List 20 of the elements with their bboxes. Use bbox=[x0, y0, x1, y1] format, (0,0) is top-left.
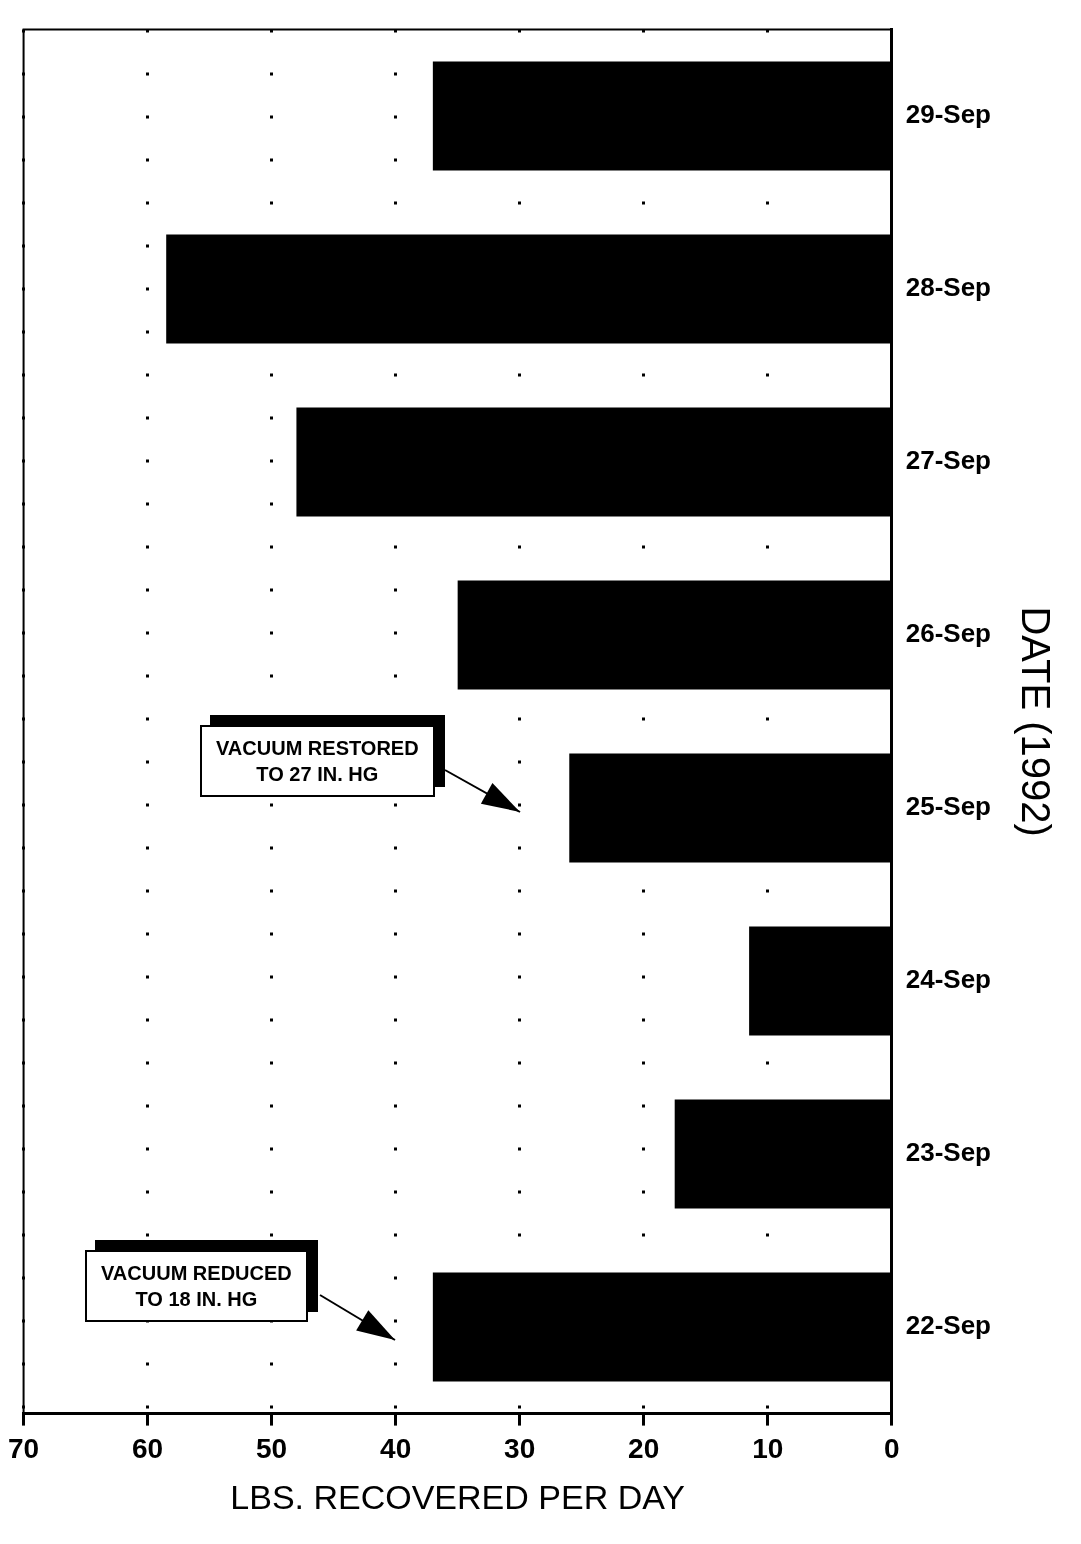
annotation: VACUUM REDUCED TO 18 IN. HG bbox=[85, 1250, 308, 1322]
x-tick-label: 30 bbox=[504, 1433, 536, 1465]
y-tick-label: 22-Sep bbox=[905, 1310, 991, 1341]
x-tick-label: 0 bbox=[883, 1433, 900, 1465]
y-tick-label: 25-Sep bbox=[905, 791, 991, 822]
annotation: VACUUM RESTORED TO 27 IN. HG bbox=[200, 725, 435, 797]
y-axis-title: DATE (1992) bbox=[1013, 606, 1058, 837]
x-tick-label: 40 bbox=[380, 1433, 412, 1465]
x-tick-label: 20 bbox=[628, 1433, 660, 1465]
y-tick-label: 26-Sep bbox=[905, 618, 991, 649]
y-tick-label: 27-Sep bbox=[905, 445, 991, 476]
y-tick-label: 24-Sep bbox=[905, 964, 991, 995]
y-tick-label: 28-Sep bbox=[905, 272, 991, 303]
x-tick-label: 60 bbox=[132, 1433, 164, 1465]
x-tick-label: 50 bbox=[256, 1433, 288, 1465]
x-tick-label: 70 bbox=[7, 1433, 40, 1465]
y-tick-label: 29-Sep bbox=[905, 99, 991, 130]
x-axis-title: LBS. RECOVERED PER DAY bbox=[230, 1477, 686, 1516]
y-tick-label: 23-Sep bbox=[905, 1137, 991, 1168]
x-tick-label: 10 bbox=[752, 1433, 784, 1465]
